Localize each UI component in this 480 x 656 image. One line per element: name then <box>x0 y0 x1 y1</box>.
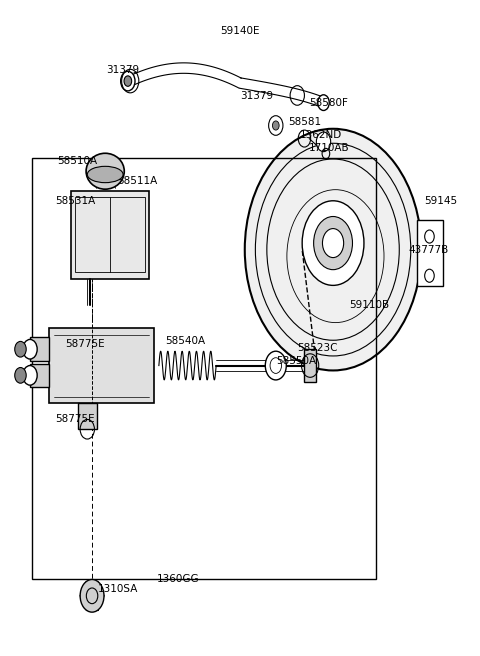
Text: 59110B: 59110B <box>349 300 389 310</box>
Circle shape <box>318 95 329 110</box>
Text: 1310SA: 1310SA <box>98 584 139 594</box>
Bar <box>33 158 376 579</box>
Circle shape <box>23 365 37 385</box>
Text: 58531A: 58531A <box>55 195 96 205</box>
Text: 59140E: 59140E <box>220 26 260 36</box>
Circle shape <box>124 76 132 87</box>
Circle shape <box>316 132 331 152</box>
Text: 58511A: 58511A <box>117 176 157 186</box>
Circle shape <box>245 129 421 371</box>
Bar <box>49 328 154 403</box>
Text: 31379: 31379 <box>240 91 273 101</box>
Text: 58580F: 58580F <box>309 98 348 108</box>
Bar <box>30 363 49 387</box>
Text: 58510A: 58510A <box>58 156 98 167</box>
Text: 31379: 31379 <box>107 65 140 75</box>
Bar <box>78 403 97 429</box>
Bar <box>30 337 49 361</box>
Text: 58550A: 58550A <box>276 356 316 365</box>
Text: 58540A: 58540A <box>165 336 205 346</box>
Circle shape <box>323 228 344 258</box>
Text: 43777B: 43777B <box>408 245 449 255</box>
Bar <box>417 220 443 285</box>
Bar <box>71 191 149 279</box>
Bar <box>304 349 316 382</box>
Ellipse shape <box>87 167 123 182</box>
Bar <box>75 197 144 272</box>
Text: 1710AB: 1710AB <box>309 144 350 154</box>
Circle shape <box>15 367 26 383</box>
Circle shape <box>120 72 135 91</box>
Text: 58775E: 58775E <box>65 339 105 350</box>
Circle shape <box>273 121 279 130</box>
Text: 1362ND: 1362ND <box>300 131 342 140</box>
Ellipse shape <box>86 154 124 189</box>
Circle shape <box>80 579 104 612</box>
Circle shape <box>302 201 364 285</box>
Circle shape <box>15 341 26 357</box>
Text: 58523C: 58523C <box>297 342 338 352</box>
Text: 1360GG: 1360GG <box>156 575 199 584</box>
Circle shape <box>269 115 283 135</box>
Text: 59145: 59145 <box>424 195 457 205</box>
Circle shape <box>23 339 37 359</box>
Circle shape <box>265 351 286 380</box>
Text: 58775E: 58775E <box>56 415 95 424</box>
Text: 58581: 58581 <box>288 117 321 127</box>
Circle shape <box>313 216 352 270</box>
